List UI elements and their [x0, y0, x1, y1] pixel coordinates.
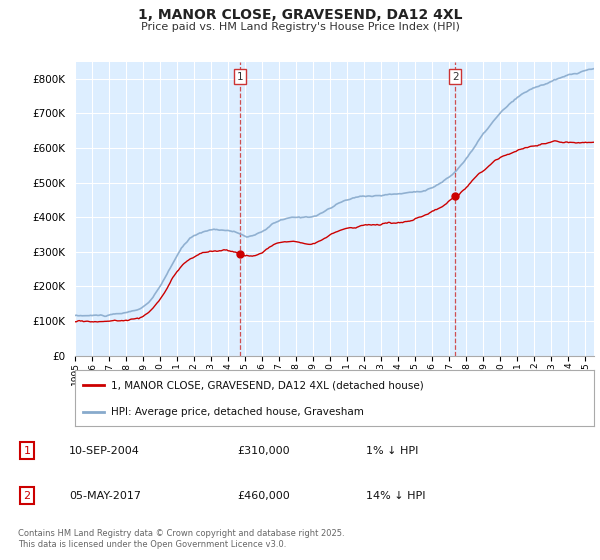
- Text: 10-SEP-2004: 10-SEP-2004: [69, 446, 140, 456]
- Text: £460,000: £460,000: [237, 491, 290, 501]
- Text: Price paid vs. HM Land Registry's House Price Index (HPI): Price paid vs. HM Land Registry's House …: [140, 22, 460, 32]
- Text: 1% ↓ HPI: 1% ↓ HPI: [366, 446, 418, 456]
- Text: Contains HM Land Registry data © Crown copyright and database right 2025.
This d: Contains HM Land Registry data © Crown c…: [18, 529, 344, 549]
- Text: 1: 1: [23, 446, 31, 456]
- Text: 1: 1: [236, 72, 243, 82]
- Text: £310,000: £310,000: [237, 446, 290, 456]
- Text: 2: 2: [23, 491, 31, 501]
- Text: 1, MANOR CLOSE, GRAVESEND, DA12 4XL (detached house): 1, MANOR CLOSE, GRAVESEND, DA12 4XL (det…: [112, 380, 424, 390]
- Text: HPI: Average price, detached house, Gravesham: HPI: Average price, detached house, Grav…: [112, 407, 364, 417]
- Text: 14% ↓ HPI: 14% ↓ HPI: [366, 491, 425, 501]
- Text: 1, MANOR CLOSE, GRAVESEND, DA12 4XL: 1, MANOR CLOSE, GRAVESEND, DA12 4XL: [138, 8, 462, 22]
- Text: 2: 2: [452, 72, 458, 82]
- Text: 05-MAY-2017: 05-MAY-2017: [69, 491, 141, 501]
